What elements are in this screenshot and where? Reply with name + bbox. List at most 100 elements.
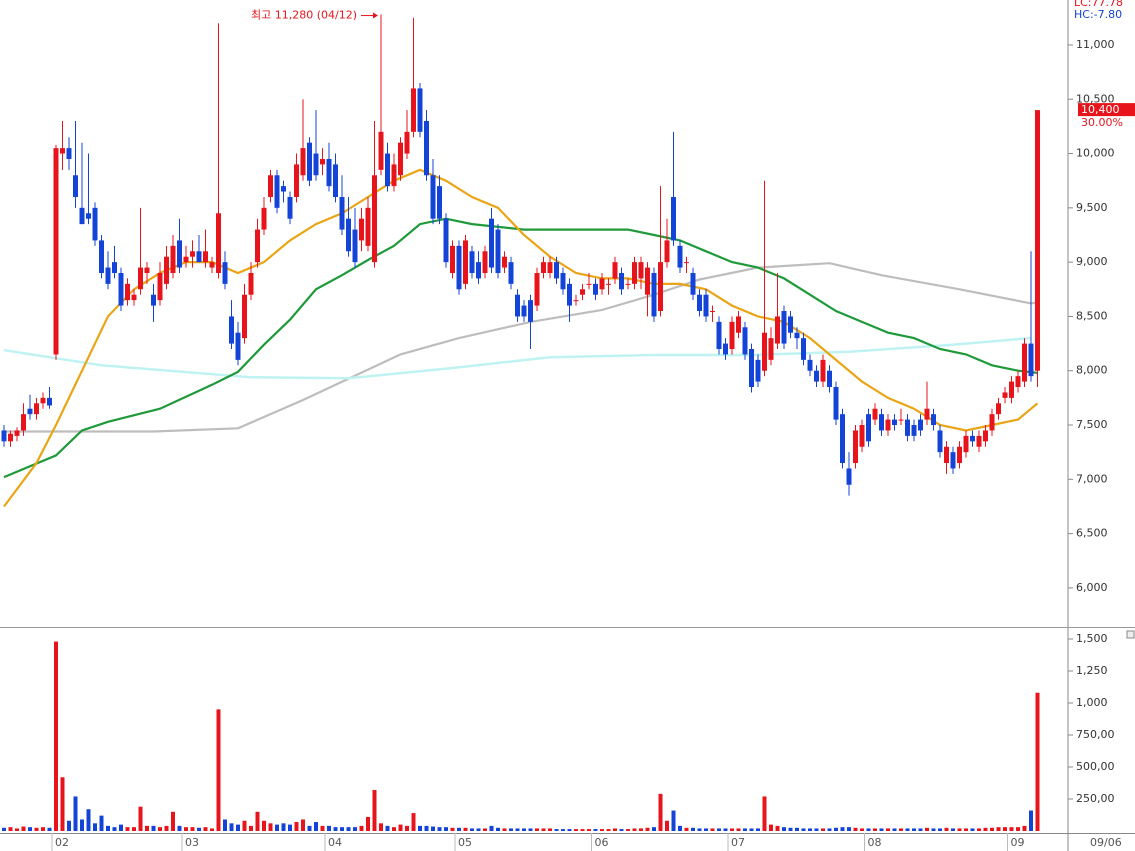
candle-body — [339, 196, 345, 230]
volume-bar — [275, 824, 279, 831]
candle-body — [794, 332, 800, 339]
volume-bar — [827, 828, 832, 831]
candle-body — [333, 164, 338, 197]
candle-body — [79, 207, 85, 225]
candle-body — [391, 164, 397, 187]
volume-bar — [587, 829, 591, 831]
last-price-box — [1078, 103, 1135, 117]
volume-bar — [8, 827, 13, 831]
candle-body — [781, 311, 787, 344]
candle-body — [404, 131, 410, 154]
volume-bar — [457, 827, 461, 831]
candle-body — [450, 245, 455, 273]
volume-bar — [749, 828, 754, 831]
volume-bar — [658, 793, 663, 831]
candle-body — [222, 262, 228, 284]
candle-body — [216, 213, 221, 273]
candle-body — [274, 175, 280, 208]
volume-bar — [385, 825, 390, 831]
volume-bar — [847, 827, 851, 831]
candle-body — [359, 218, 364, 241]
candle-body — [424, 120, 429, 176]
candle-body — [476, 262, 481, 279]
volume-bar — [775, 825, 780, 831]
volume-bar — [983, 827, 988, 831]
candle-body — [534, 272, 540, 306]
candle-body — [1009, 381, 1014, 398]
candle-body — [625, 283, 631, 285]
volume-bar — [801, 828, 806, 831]
y-tick-label: 7,000 — [1076, 472, 1108, 485]
volume-bar — [580, 829, 585, 831]
annotation: 최고 11,280 (04/12) — [251, 9, 357, 22]
volume-bar — [632, 828, 637, 831]
candle-body — [905, 419, 910, 436]
candle-body — [664, 240, 670, 263]
volume-bar — [301, 819, 305, 831]
pane-button[interactable] — [1126, 630, 1135, 639]
volume-bar — [184, 827, 188, 831]
candle-body — [34, 403, 39, 415]
volume-bar — [171, 811, 175, 831]
volume-bar — [665, 820, 669, 831]
candle-body — [320, 158, 325, 165]
volume-bar — [944, 827, 949, 831]
candle-body — [827, 370, 832, 388]
candle-body — [573, 300, 579, 302]
volume-bar — [522, 828, 526, 831]
candle-body — [14, 430, 20, 436]
volume-bar — [411, 813, 416, 831]
y-tick-label: 9,500 — [1076, 201, 1108, 214]
volume-bar — [899, 828, 903, 831]
candle-body — [346, 218, 351, 252]
volume-bar — [886, 828, 890, 831]
volume-bar — [671, 810, 676, 831]
candle-body — [469, 251, 475, 273]
candle-body — [879, 414, 884, 431]
candle-body — [294, 164, 299, 197]
candle-body — [313, 153, 319, 176]
candle-body — [112, 262, 117, 273]
candle-body — [833, 387, 839, 420]
volume-bar — [294, 822, 299, 831]
volume-bar — [47, 827, 52, 831]
volume-bar — [613, 828, 617, 831]
volume-bar — [158, 827, 162, 831]
volume-bar — [678, 825, 682, 831]
candle-body — [866, 414, 871, 442]
x-tick-label: 06 — [595, 836, 609, 849]
candle-body — [27, 408, 33, 415]
volume-bar — [528, 828, 533, 831]
volume-bar — [873, 828, 877, 831]
volume-bar — [327, 825, 331, 831]
moving-average — [3, 336, 1032, 380]
volume-bar — [645, 827, 650, 831]
candle-body — [365, 207, 371, 246]
y-tick-label: 11,000 — [1076, 38, 1115, 51]
candle-body — [242, 294, 247, 339]
candle-body — [937, 430, 943, 453]
candle-body — [1028, 343, 1034, 377]
candle-body — [235, 332, 241, 360]
volume-bar — [366, 816, 370, 831]
candle-body — [944, 446, 949, 464]
volume-bar — [470, 828, 474, 831]
volume-bar — [392, 827, 396, 831]
volume-bar — [424, 825, 429, 831]
y-tick-label: 6,000 — [1076, 581, 1108, 594]
candle-body — [989, 414, 995, 431]
y-tick-label: 9,000 — [1076, 255, 1108, 268]
candle-body — [619, 272, 624, 290]
candle-body — [378, 131, 384, 170]
moving-average — [4, 262, 1038, 433]
candle-body — [1015, 376, 1021, 388]
candle-body — [996, 403, 1001, 415]
candle-body — [21, 414, 26, 431]
y-tick-label: 10,500 — [1076, 92, 1115, 105]
volume-bar — [600, 829, 604, 831]
candle-body — [736, 316, 741, 333]
volume-bar — [879, 828, 884, 831]
candle-body — [749, 349, 754, 388]
lc-label: LC:77.78 — [1074, 0, 1123, 9]
